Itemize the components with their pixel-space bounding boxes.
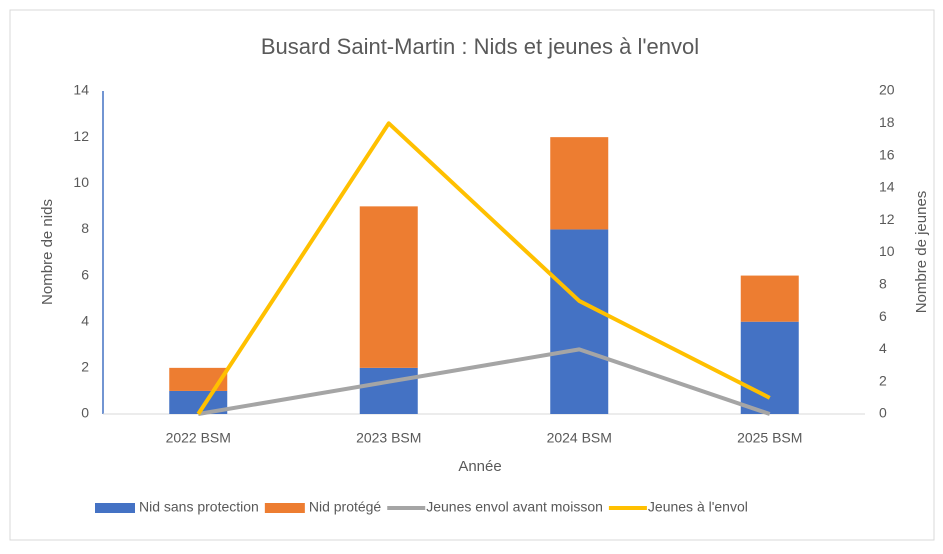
y-tick-label: 6	[81, 266, 89, 282]
bar	[740, 321, 799, 414]
legend-label: Nid protégé	[309, 499, 382, 515]
y-tick-label: 8	[81, 220, 89, 236]
line	[197, 347, 771, 416]
bar	[550, 137, 609, 230]
y2-tick-label: 18	[879, 114, 895, 130]
y-axis-title: Nombre de nids	[39, 199, 56, 305]
y2-tick-label: 14	[879, 179, 895, 195]
x-tick-label: 2022 BSM	[166, 430, 231, 446]
y-tick-label: 12	[73, 128, 89, 144]
y-tick-label: 14	[73, 82, 89, 98]
y2-tick-label: 6	[879, 308, 887, 324]
x-axis-title: Année	[458, 458, 501, 475]
bar	[359, 367, 418, 414]
bar	[359, 206, 418, 368]
y2-tick-label: 2	[879, 372, 887, 388]
line	[196, 121, 771, 416]
legend-label: Jeunes envol avant moisson	[426, 499, 603, 515]
legend-label: Nid sans protection	[139, 499, 259, 515]
x-tick-label: 2025 BSM	[737, 430, 802, 446]
y2-axis-title: Nombre de jeunes	[913, 191, 930, 314]
bar	[169, 390, 228, 414]
legend-swatch	[95, 503, 135, 513]
y-tick-label: 2	[81, 359, 89, 375]
y2-tick-label: 20	[879, 82, 895, 98]
y-tick-label: 4	[81, 312, 89, 328]
x-tick-label: 2024 BSM	[547, 430, 612, 446]
x-tick-label: 2023 BSM	[356, 430, 421, 446]
bar	[550, 229, 609, 414]
legend-swatch	[264, 503, 305, 513]
y2-tick-label: 16	[879, 146, 895, 162]
bar	[740, 275, 799, 322]
y2-tick-label: 0	[879, 405, 887, 421]
y2-tick-label: 8	[879, 276, 887, 292]
chart-title: Busard Saint-Martin : Nids et jeunes à l…	[261, 34, 699, 59]
y-tick-label: 0	[81, 405, 89, 421]
y-tick-label: 10	[73, 174, 89, 190]
legend-label: Jeunes à l'envol	[648, 499, 748, 515]
bar	[169, 367, 228, 391]
y2-tick-label: 10	[879, 243, 895, 259]
y2-tick-label: 4	[879, 340, 887, 356]
y2-tick-label: 12	[879, 211, 895, 227]
chart-frame	[9, 9, 935, 541]
